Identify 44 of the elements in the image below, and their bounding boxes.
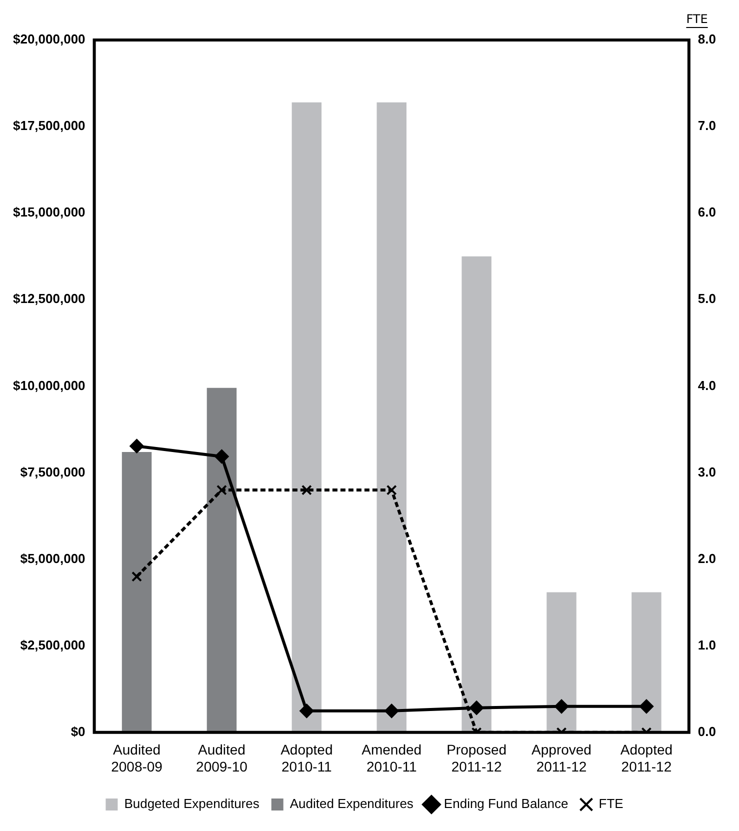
- y2-tick-label: 2.0: [698, 550, 716, 566]
- point: [470, 700, 484, 715]
- x-tick-label: Adopted 2010-11: [280, 742, 333, 774]
- legend-label: FTE: [598, 796, 624, 812]
- y2-tick-label: 7.0: [698, 118, 716, 134]
- point: [300, 704, 314, 718]
- point: [554, 699, 569, 714]
- bar: [546, 592, 576, 732]
- legend-label: Budgeted Expenditures: [124, 796, 260, 812]
- y2-tick-label: 0.0: [698, 724, 716, 739]
- x-tick-label: Adopted 2011-12: [620, 742, 673, 774]
- y-tick-label: $2,500,000: [20, 637, 86, 652]
- bar: [122, 452, 152, 732]
- x-tick-label: Audited 2008-09: [111, 742, 163, 774]
- legend-label: Audited Expenditures: [290, 796, 414, 812]
- y2-tick-label: 1.0: [698, 637, 716, 652]
- x-tick-label: Approved 2011-12: [532, 742, 592, 774]
- y2-tick-label: 5.0: [698, 291, 716, 306]
- y-tick-label: $20,000,000: [12, 32, 86, 47]
- y-tick-label: $15,000,000: [12, 204, 86, 220]
- y2-tick-label: 4.0: [698, 378, 716, 393]
- y-tick-label: $7,500,000: [20, 464, 86, 480]
- x-tick-label: Audited 2009-10: [196, 742, 248, 774]
- y2-axis-title: FTE: [686, 12, 708, 26]
- y2-tick-label: 8.0: [698, 32, 716, 47]
- y-tick-label: $10,000,000: [12, 378, 86, 393]
- y-tick-label: $5,000,000: [20, 550, 86, 566]
- x-tick-label: Proposed 2011-12: [446, 742, 507, 774]
- y-tick-label: $17,500,000: [12, 118, 86, 134]
- y-tick-label: $12,500,000: [12, 291, 86, 306]
- point: [384, 704, 399, 718]
- point: [130, 439, 144, 454]
- y-tick-label: $0: [70, 724, 86, 739]
- y2-tick-label: 6.0: [698, 204, 716, 220]
- point: [214, 449, 229, 464]
- legend-label: Ending Fund Balance: [444, 796, 568, 812]
- bar: [206, 388, 237, 732]
- x-tick-label: Amended 2010-11: [362, 742, 422, 774]
- y2-tick-label: 3.0: [698, 464, 716, 480]
- bar: [632, 592, 662, 732]
- bar: [462, 256, 492, 732]
- bar: [292, 102, 322, 732]
- bar: [376, 102, 406, 732]
- point: [639, 699, 654, 714]
